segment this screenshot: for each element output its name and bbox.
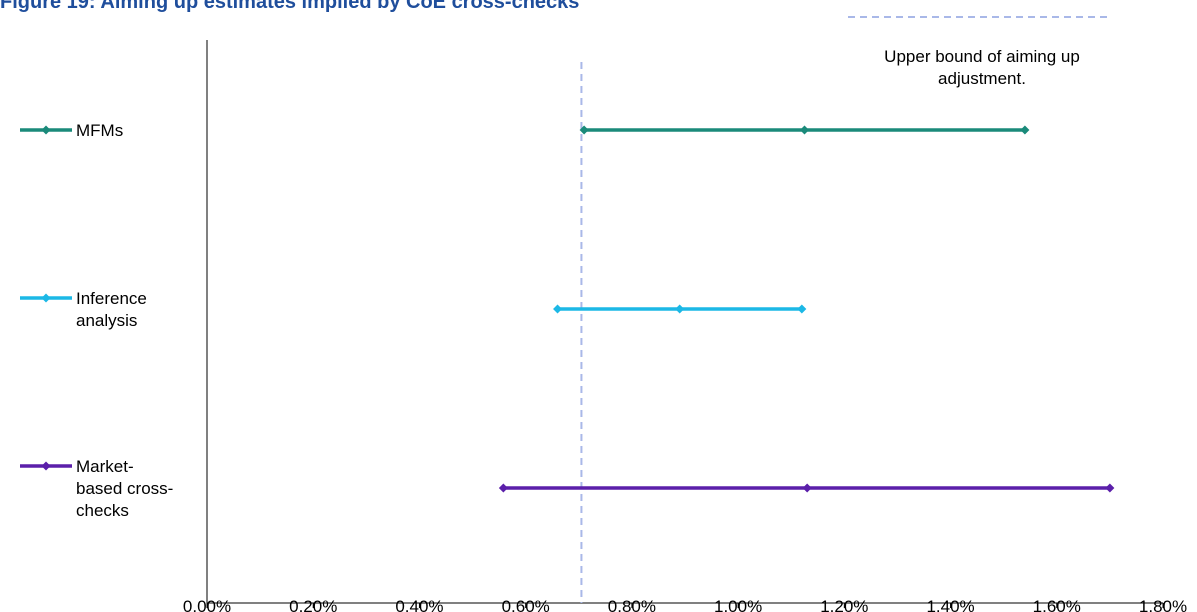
legend-label: Market- [76, 457, 134, 476]
x-tick-label: 1.20% [820, 597, 868, 612]
x-tick-label: 1.80% [1139, 597, 1187, 612]
series-point [675, 304, 685, 314]
legend-label: MFMs [76, 121, 123, 140]
series-point [1020, 125, 1030, 135]
series-point [498, 483, 508, 493]
legend-label: checks [76, 501, 129, 520]
x-tick-label: 0.20% [289, 597, 337, 612]
x-tick-label: 0.00% [183, 597, 231, 612]
chart-title: Figure 19: Aiming up estimates implied b… [0, 0, 580, 13]
x-tick-label: 1.00% [714, 597, 762, 612]
x-tick-label: 0.60% [502, 597, 550, 612]
series-point [579, 125, 589, 135]
series-point [797, 304, 807, 314]
legend-label: Inference [76, 289, 147, 308]
legend-marker [41, 293, 51, 303]
x-tick-label: 0.80% [608, 597, 656, 612]
reference-legend-label: adjustment. [938, 69, 1026, 88]
series-point [553, 304, 563, 314]
x-tick-label: 1.60% [1033, 597, 1081, 612]
legend-marker [41, 461, 51, 471]
reference-legend-label: Upper bound of aiming up [884, 47, 1080, 66]
legend-label: based cross- [76, 479, 173, 498]
series-point [802, 483, 812, 493]
x-tick-label: 1.40% [926, 597, 974, 612]
x-tick-label: 0.40% [395, 597, 443, 612]
series-point [800, 125, 809, 135]
legend-marker [41, 125, 51, 135]
legend-label: analysis [76, 311, 137, 330]
series-point [1105, 483, 1115, 493]
